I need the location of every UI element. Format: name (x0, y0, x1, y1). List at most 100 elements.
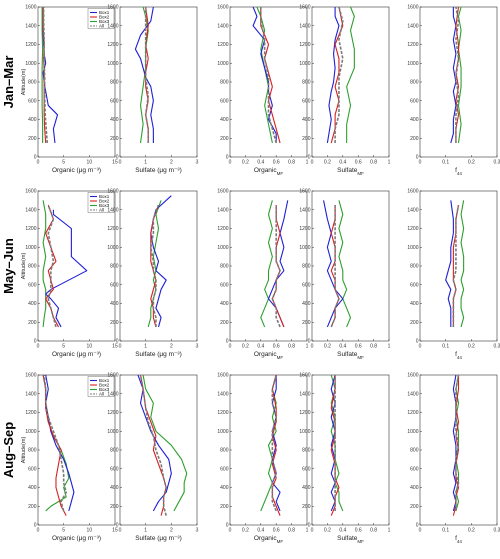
x-tick-label: 0.2 (468, 344, 475, 350)
y-tick-label: 800 (302, 448, 311, 454)
series-line-box1 (252, 6, 277, 143)
series-line-box1 (326, 7, 340, 144)
y-tick-label: 0 (116, 339, 119, 345)
x-tick-label: 0 (311, 160, 314, 166)
x-tick-label: 0 (419, 160, 422, 166)
y-tick-label: 1600 (217, 5, 228, 11)
y-tick-label: 1000 (407, 61, 418, 67)
x-tick-label: 0 (119, 344, 122, 350)
series-line-box3 (338, 200, 352, 328)
series-line-box3 (260, 374, 277, 512)
x-tick-label: 1 (144, 160, 147, 166)
x-tick-label: 0 (119, 160, 122, 166)
legend-label: All (99, 392, 104, 397)
y-tick-label: 1600 (25, 5, 36, 11)
x-tick-label: 2 (170, 344, 173, 350)
legend-label: Box3 (99, 203, 110, 208)
y-tick-label: 1200 (407, 226, 418, 232)
x-tick-label: 0.6 (355, 160, 362, 166)
y-tick-label: 800 (28, 448, 37, 454)
row-label: Jan–Mar (1, 56, 16, 109)
x-tick-label: 10 (87, 344, 93, 350)
y-tick-label: 600 (28, 466, 37, 472)
y-tick-label: 200 (220, 136, 229, 142)
x-axis-label-main: Organic (μg m⁻³) (52, 351, 101, 358)
y-tick-label: 1000 (299, 429, 310, 435)
series-line-box3 (457, 6, 462, 144)
y-tick-label: 1000 (107, 245, 118, 251)
panel: 0 200 400 600 800 1000 1200 1400 1600 0 5 10 15 Organ… (21, 373, 118, 542)
series-line-box2 (330, 375, 340, 516)
series-line-box3 (142, 374, 188, 512)
series-line-all (271, 374, 278, 512)
x-axis-label-sub: MF (357, 171, 364, 176)
x-tick-label: 0.2 (242, 160, 249, 166)
x-tick-label: 0.6 (355, 528, 362, 534)
x-axis-label-main: f (455, 167, 457, 174)
series-line-all (150, 204, 160, 327)
y-tick-label: 200 (110, 320, 119, 326)
y-tick-label: 800 (110, 264, 119, 270)
x-tick-label: 2 (170, 528, 173, 534)
x-tick-label: 0.4 (339, 344, 346, 350)
x-axis-label: f44 (455, 351, 462, 360)
y-tick-label: 400 (220, 117, 229, 123)
y-tick-label: 1200 (107, 226, 118, 232)
x-tick-label: 0 (37, 344, 40, 350)
panel: 0 200 400 600 800 1000 1200 1400 1600 0 1 2 3 Sulfate… (107, 373, 198, 542)
x-tick-label: 3 (196, 528, 199, 534)
series-line-box2 (330, 6, 344, 144)
y-tick-label: 0 (116, 523, 119, 529)
x-tick-label: 0.6 (355, 344, 362, 350)
series-line-box1 (134, 6, 154, 143)
x-axis-label-main: Sulfate (μg m⁻³) (135, 351, 182, 358)
x-tick-label: 0 (229, 528, 232, 534)
legend-label: Box1 (99, 194, 110, 199)
x-axis-label: f44 (455, 167, 462, 176)
x-tick-label: 0.2 (242, 528, 249, 534)
legend-label: Box2 (99, 199, 110, 204)
y-axis-label: Altitude(m) (21, 253, 27, 280)
plot-frame (419, 6, 498, 158)
y-tick-label: 1600 (217, 189, 228, 195)
y-tick-label: 1400 (107, 23, 118, 29)
y-tick-label: 400 (28, 301, 37, 307)
x-axis-label: Sulfate (μg m⁻³) (135, 535, 182, 542)
y-tick-label: 1400 (299, 207, 310, 213)
y-tick-label: 1000 (25, 245, 36, 251)
y-tick-label: 1600 (407, 5, 418, 11)
x-tick-label: 0.3 (494, 344, 500, 350)
x-axis-label-main: Sulfate (337, 535, 358, 542)
y-tick-label: 1000 (107, 429, 118, 435)
x-tick-label: 0.8 (288, 160, 295, 166)
x-axis-label-main: f (455, 535, 457, 542)
x-tick-label: 3 (196, 344, 199, 350)
y-tick-label: 400 (302, 301, 311, 307)
y-tick-label: 1000 (299, 61, 310, 67)
y-tick-label: 0 (308, 339, 311, 345)
series-line-all (144, 7, 150, 143)
x-axis-label: Sulfate (μg m⁻³) (135, 351, 182, 358)
series-line-all (455, 6, 460, 143)
y-tick-label: 800 (410, 448, 419, 454)
x-axis-label-sub: 44 (457, 355, 463, 360)
y-tick-label: 1000 (407, 245, 418, 251)
y-tick-label: 200 (28, 320, 37, 326)
y-tick-label: 200 (110, 504, 119, 510)
x-tick-label: 0.3 (494, 160, 500, 166)
y-tick-label: 600 (302, 282, 311, 288)
y-tick-label: 1200 (25, 410, 36, 416)
y-tick-label: 1200 (107, 410, 118, 416)
plot-frame (37, 6, 116, 158)
y-tick-label: 1400 (107, 207, 118, 213)
x-tick-label: 0 (37, 160, 40, 166)
series-line-box2 (271, 374, 281, 516)
x-axis-label: OrganicMF (254, 535, 284, 544)
series-line-box2 (45, 204, 60, 328)
y-tick-label: 600 (110, 282, 119, 288)
legend-label: Box2 (99, 383, 110, 388)
y-tick-label: 1600 (299, 189, 310, 195)
plot-frame (229, 374, 308, 526)
series-line-box3 (460, 200, 465, 328)
